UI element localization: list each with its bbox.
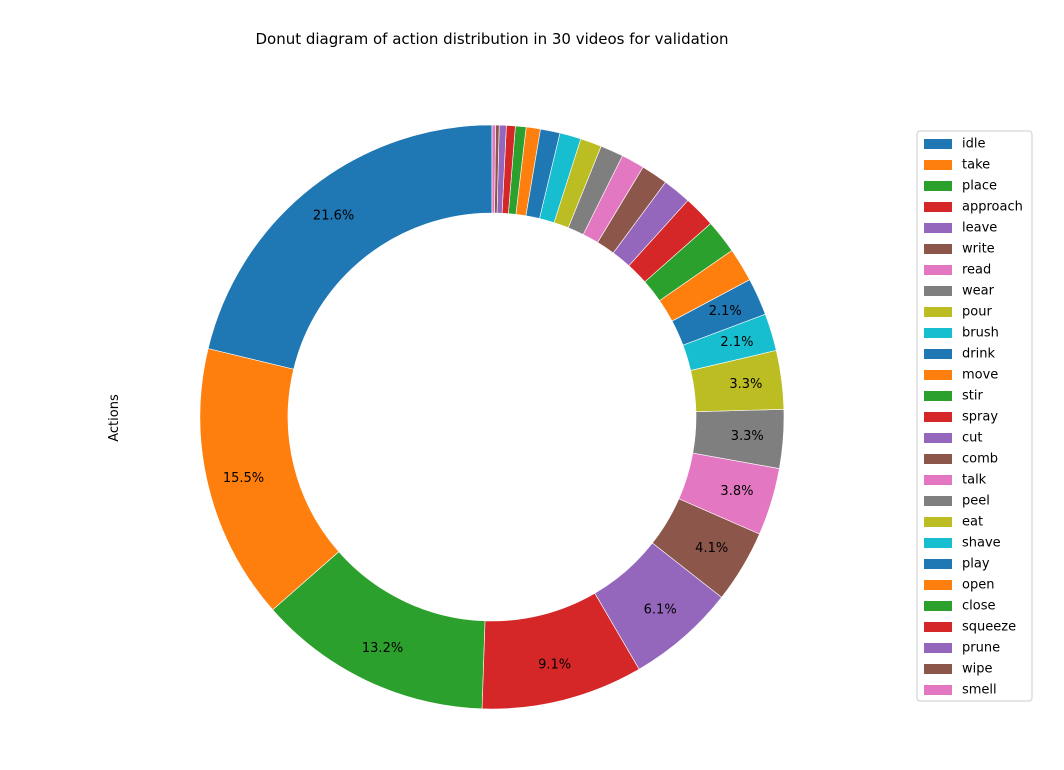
legend-swatch-spray	[924, 412, 952, 422]
legend-label-squeeze: squeeze	[962, 620, 1016, 635]
legend-label-close: close	[962, 599, 995, 614]
legend-label-play: play	[962, 557, 990, 572]
legend-label-comb: comb	[962, 452, 998, 467]
legend-swatch-squeeze	[924, 622, 952, 632]
legend-label-brush: brush	[962, 326, 999, 341]
percent-label-approach: 9.1%	[538, 658, 571, 673]
slice-idle	[207, 124, 493, 370]
legend-label-peel: peel	[962, 494, 990, 509]
legend-swatch-leave	[924, 223, 952, 233]
percent-label-pour: 3.3%	[729, 377, 762, 392]
percent-labels: 21.6% 15.5% 13.2% 9.1% 6.1% 4.1% 3.8% 3.3% 3.3% 2…	[223, 208, 764, 672]
legend-swatch-place	[924, 181, 952, 191]
legend-swatch-comb	[924, 454, 952, 464]
legend-label-drink: drink	[962, 347, 995, 362]
percent-label-take: 15.5%	[223, 471, 264, 486]
legend-swatch-smell	[924, 685, 952, 695]
legend-label-pour: pour	[962, 305, 992, 320]
donut-slices	[199, 124, 785, 710]
percent-label-brush: 2.1%	[720, 335, 753, 350]
slice-smell	[491, 124, 496, 214]
legend-label-prune: prune	[962, 641, 1000, 656]
legend-swatch-play	[924, 559, 952, 569]
legend-label-place: place	[962, 179, 997, 194]
legend-swatch-write	[924, 244, 952, 254]
legend-label-talk: talk	[962, 473, 987, 488]
legend-swatch-take	[924, 160, 952, 170]
legend-label-smell: smell	[962, 683, 997, 698]
legend-label-open: open	[962, 578, 994, 593]
legend-swatch-wear	[924, 286, 952, 296]
legend-swatch-stir	[924, 391, 952, 401]
legend-label-wear: wear	[962, 284, 995, 299]
legend-label-cut: cut	[962, 431, 982, 446]
legend-label-move: move	[962, 368, 998, 383]
legend-swatch-drink	[924, 349, 952, 359]
percent-label-idle: 21.6%	[313, 208, 354, 223]
legend-swatch-move	[924, 370, 952, 380]
percent-label-write: 4.1%	[695, 541, 728, 556]
legend-swatch-shave	[924, 538, 952, 548]
legend-label-wipe: wipe	[962, 662, 993, 677]
legend-label-shave: shave	[962, 536, 1001, 551]
chart-title: Donut diagram of action distribution in …	[255, 30, 728, 48]
legend-label-write: write	[962, 242, 995, 257]
legend-label-idle: idle	[962, 137, 985, 152]
y-axis-label: Actions	[107, 394, 122, 442]
legend-label-leave: leave	[962, 221, 997, 236]
legend-swatch-peel	[924, 496, 952, 506]
legend-label-take: take	[962, 158, 990, 173]
percent-label-leave: 6.1%	[644, 603, 677, 618]
percent-label-drink: 2.1%	[709, 304, 742, 319]
legend-swatch-cut	[924, 433, 952, 443]
legend-swatch-idle	[924, 139, 952, 149]
percent-label-wear: 3.3%	[731, 429, 764, 444]
percent-label-place: 13.2%	[362, 641, 403, 656]
legend-swatch-brush	[924, 328, 952, 338]
legend-swatch-talk	[924, 475, 952, 485]
legend-swatch-open	[924, 580, 952, 590]
legend-swatch-read	[924, 265, 952, 275]
legend-swatch-eat	[924, 517, 952, 527]
legend-swatch-wipe	[924, 664, 952, 674]
legend-swatch-close	[924, 601, 952, 611]
percent-label-read: 3.8%	[720, 484, 753, 499]
legend-label-stir: stir	[962, 389, 983, 404]
legend-label-approach: approach	[962, 200, 1023, 215]
legend-label-read: read	[962, 263, 991, 278]
legend-swatch-prune	[924, 643, 952, 653]
legend: idle take place approach leave write read wear p…	[916, 130, 1033, 702]
legend-swatch-pour	[924, 307, 952, 317]
legend-swatch-approach	[924, 202, 952, 212]
legend-label-eat: eat	[962, 515, 983, 530]
legend-label-spray: spray	[962, 410, 998, 425]
